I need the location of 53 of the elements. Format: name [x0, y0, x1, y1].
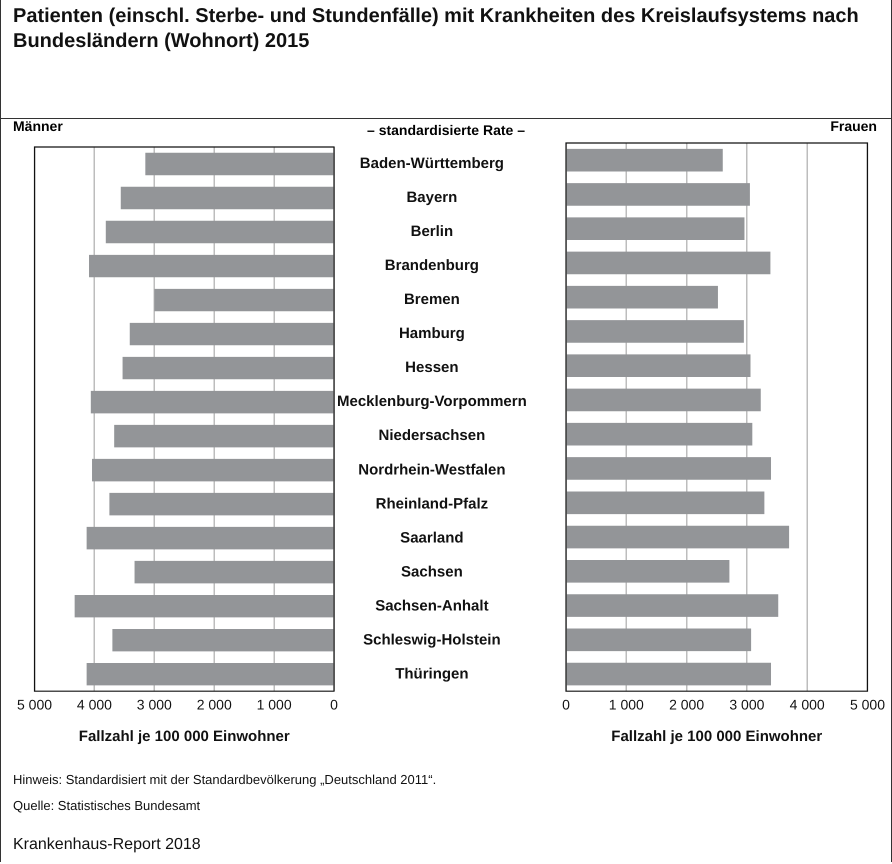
bar: [154, 288, 334, 312]
bar: [120, 186, 334, 210]
bar: [86, 526, 334, 550]
x-tick-label: 0: [330, 696, 338, 712]
x-tick-label: 1 000: [608, 696, 644, 712]
y-tick-label: Schleswig-Holstein: [363, 631, 501, 648]
y-tick-label: Bremen: [404, 291, 460, 308]
bar: [92, 458, 334, 482]
y-tick-label: Mecklenburg-Vorpommern: [337, 393, 527, 410]
y-tick-label: Baden-Württemberg: [360, 155, 504, 172]
bar: [130, 322, 334, 346]
bar: [145, 152, 334, 176]
x-tick-label: 5 000: [850, 696, 886, 712]
y-tick-label: Sachsen: [401, 563, 463, 580]
bar: [74, 594, 334, 618]
y-tick-label: Bayern: [406, 189, 458, 206]
y-tick-label: Niedersachsen: [378, 427, 486, 444]
text: Krankenhaus-Report 2018: [13, 836, 201, 854]
y-tick-label: Brandenburg: [384, 257, 479, 274]
bar: [106, 220, 334, 244]
text: Patienten (einschl. Sterbe- und Stundenfälle) mit Krankheiten des Kreislaufsystems nach Bundesländern (Wohnort) 2015: [13, 4, 860, 54]
text: – standardisierte Rate –: [367, 122, 525, 138]
y-tick-label: Hessen: [405, 359, 459, 376]
bar: [122, 356, 334, 380]
bar: [112, 628, 334, 652]
x-tick-label: 5 000: [16, 696, 52, 712]
y-tick-label: Hamburg: [398, 325, 465, 342]
x-tick-label: 2 000: [196, 696, 232, 712]
bar: [86, 662, 334, 686]
bar: [109, 492, 334, 516]
x-tick-label: 2 000: [669, 696, 704, 712]
y-tick-label: Sachsen-Anhalt: [375, 597, 489, 614]
text: Männer: [13, 118, 63, 134]
y-tick-label: Berlin: [410, 223, 454, 240]
y-tick-label: Thüringen: [395, 665, 469, 682]
x-tick-label: 3 000: [136, 696, 172, 712]
bar: [134, 560, 334, 584]
y-tick-label: Nordrhein-Westfalen: [358, 461, 506, 478]
source-note: Quelle: Statistisches Bundesamt: [13, 798, 200, 813]
x-tick-label: 1 000: [256, 696, 292, 712]
text: Hinweis: Standardisiert mit der Standardbevölkerung „Deutschland 2011“.: [13, 772, 436, 787]
x-tick-label: 4 000: [790, 696, 825, 712]
x-tick-label: 3 000: [729, 696, 765, 712]
text: Frauen: [830, 118, 877, 134]
y-tick-label: Rheinland-Pfalz: [376, 495, 488, 512]
x-tick-label: 4 000: [76, 696, 112, 712]
bar: [89, 254, 334, 278]
bar: [90, 390, 334, 414]
x-axis-title: Fallzahl je 100 000 Einwohner: [78, 728, 290, 746]
x-axis-title: Fallzahl je 100 000 Einwohner: [611, 728, 822, 746]
y-tick-label: Saarland: [400, 529, 464, 546]
bar: [114, 424, 334, 448]
x-tick-label: 0: [562, 696, 570, 712]
